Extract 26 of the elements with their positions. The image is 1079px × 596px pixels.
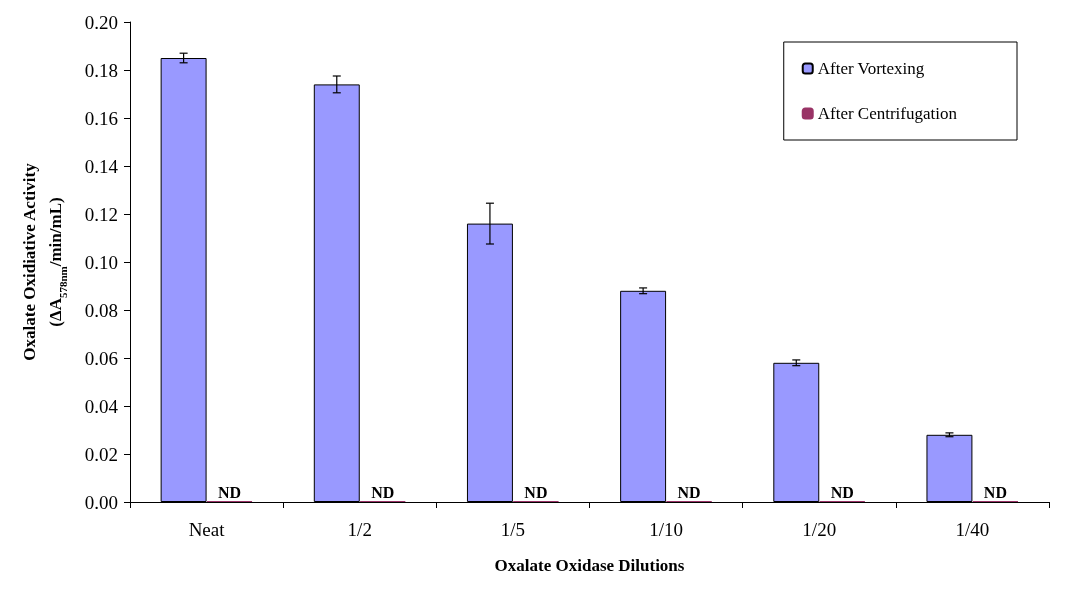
y-tick-label: 0.04 [84,395,119,417]
x-tick-label: 1/5 [500,519,526,540]
y-tick-label: 0.18 [84,59,118,81]
x-tick-label: 1/40 [955,519,990,540]
y-tick-label: 0.12 [84,203,118,225]
data-label: ND [524,483,548,501]
data-label: ND [218,483,242,501]
y-tick-label: 0.02 [84,443,118,465]
y-tick-label: 0.06 [84,347,118,369]
x-axis-title: Oxalate Oxidase Dilutions [494,556,685,575]
x-tick-label: Neat [188,519,226,540]
data-label: ND [371,483,395,501]
x-tick-label: 1/2 [347,519,372,540]
y-tick-label: 0.16 [84,107,118,129]
data-label: ND [983,483,1007,501]
y-tick-label: 0.10 [84,251,118,273]
data-label: ND [677,483,701,501]
x-tick-label: 1/10 [649,519,683,540]
y-tick-label: 0.14 [84,155,119,177]
y-tick-label: 0.08 [84,299,118,321]
data-label: ND [830,483,854,501]
y-tick-label: 0.00 [84,491,118,513]
legend-label: After Centrifugation [817,104,958,123]
legend-label: After Vortexing [817,59,925,78]
x-tick-label: 1/20 [802,519,837,540]
y-tick-label: 0.20 [84,11,118,33]
